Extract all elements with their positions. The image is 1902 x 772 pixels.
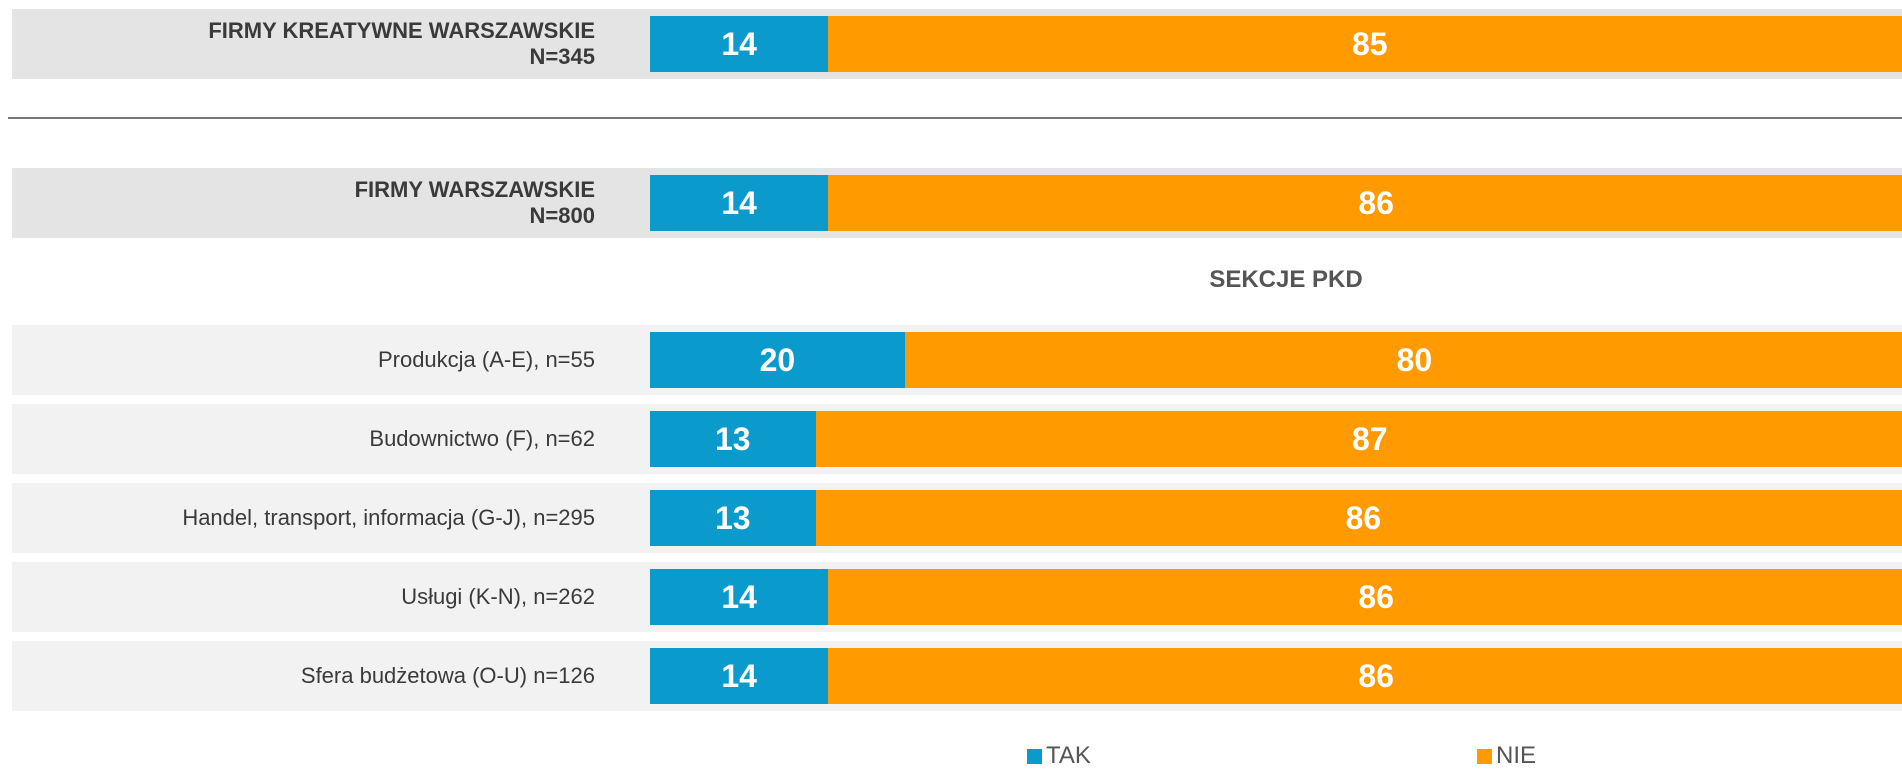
category-label: FIRMY WARSZAWSKIE N=800 (354, 177, 595, 228)
bar: 13 (650, 411, 816, 467)
legend-label: TAK (1046, 742, 1091, 769)
section-heading: SEKCJE PKD (1209, 266, 1363, 293)
value-label: 13 (715, 420, 751, 457)
bar: 86 (815, 490, 1902, 546)
category-label: Produkcja (A-E), n=55 (377, 347, 595, 372)
value-label: 80 (1396, 341, 1433, 378)
bar: 80 (904, 332, 1902, 388)
legend-item: NIE (1477, 742, 1536, 770)
legend-swatch (1477, 748, 1492, 764)
bar: 86 (828, 569, 1902, 625)
legend-label: NIE (1496, 742, 1537, 769)
value-label: 85 (1352, 25, 1388, 62)
value-label: 14 (721, 25, 757, 62)
bar: 86 (828, 175, 1902, 231)
bar: 13 (650, 490, 816, 546)
bar: 14 (650, 648, 829, 704)
value-label: 14 (721, 657, 757, 694)
bar: 85 (828, 16, 1902, 72)
legend-swatch (1027, 748, 1042, 764)
bar: 14 (650, 16, 829, 72)
value-label: 86 (1358, 657, 1394, 694)
category-label: Handel, transport, informacja (G-J), n=2… (182, 505, 595, 530)
separator (8, 117, 1902, 119)
value-label: 87 (1352, 420, 1388, 457)
value-label: 86 (1345, 499, 1382, 536)
value-label: 86 (1358, 184, 1394, 221)
category-label: Sfera budżetowa (O-U) n=126 (300, 663, 595, 688)
bar: 86 (828, 648, 1902, 704)
value-label: 14 (721, 578, 757, 615)
value-label: 86 (1358, 578, 1394, 615)
value-label: 14 (721, 184, 757, 221)
bar: 87 (815, 411, 1902, 467)
category-label: Budownictwo (F), n=62 (369, 426, 595, 451)
bar: 14 (650, 569, 829, 625)
legend-item: TAK (1027, 742, 1091, 770)
value-label: 13 (715, 499, 751, 536)
bar: 14 (650, 175, 829, 231)
bar: 20 (650, 332, 905, 388)
value-label: 20 (759, 341, 796, 378)
category-label: FIRMY KREATYWNE WARSZAWSKIE N=345 (208, 18, 595, 69)
category-label: Usługi (K-N), n=262 (401, 584, 595, 609)
